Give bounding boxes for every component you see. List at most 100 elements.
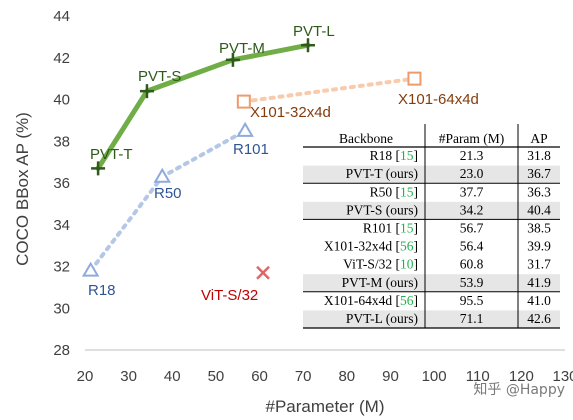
table-cell-params: 34.2: [460, 202, 484, 217]
table-cell-params: 56.4: [460, 239, 484, 254]
point-r50-label: R50: [154, 185, 182, 202]
table-cell-backbone: R50 [15]: [370, 184, 418, 199]
table-row-highlight: [303, 165, 560, 183]
series-pvt: PVT-T PVT-S PVT-M PVT-L: [90, 23, 335, 176]
point-r101-marker: [236, 121, 254, 137]
series-vit: ViT-S/32: [201, 265, 270, 304]
x-tick-label: 130: [552, 368, 573, 385]
y-tick-label: 36: [53, 175, 70, 192]
table-row: PVT-T (ours) 23.0 36.7: [303, 165, 560, 183]
table-row: ViT-S/32 [10] 60.8 31.7: [343, 257, 551, 272]
table-cell-ap: 38.5: [527, 221, 551, 236]
point-r101-label: R101: [233, 141, 269, 158]
table-row: R101 [15] 56.7 38.5: [363, 221, 551, 236]
point-x101-32x4d-label: X101-32x4d: [250, 104, 331, 121]
table-cell-ap: 42.6: [527, 311, 551, 326]
x-tick-label: 50: [208, 368, 225, 385]
table-cell-backbone: X101-64x4d [56]: [324, 293, 418, 308]
table-cell-backbone: R101 [15]: [363, 221, 418, 236]
series-line-pvt: [95, 42, 311, 171]
x-tick-label: 40: [164, 368, 181, 385]
x-tick-label: 100: [422, 368, 447, 385]
x-tick-label: 20: [77, 368, 94, 385]
point-vit-s-32-label: ViT-S/32: [201, 287, 258, 304]
y-tick-label: 38: [53, 133, 70, 150]
table-row-highlight: [303, 310, 560, 328]
table-cell-params: 21.3: [460, 148, 484, 163]
table-cell-params: 60.8: [460, 257, 484, 272]
y-tick-label: 32: [53, 259, 70, 276]
table-row: X101-32x4d [56] 56.4 39.9: [324, 239, 551, 254]
series-line-resnext: [241, 76, 417, 104]
table-header-params: #Param (M): [439, 131, 505, 146]
point-r50-marker: [153, 167, 171, 183]
point-r18-marker: [81, 261, 100, 277]
table-row-highlight: [303, 274, 560, 292]
table-cell-ap: 41.9: [527, 275, 551, 290]
watermark-text: 知乎 @Happy: [473, 381, 565, 398]
x-tick-label: 110: [466, 368, 490, 385]
table-cell-ap: 39.9: [527, 239, 551, 254]
table-cell-backbone: PVT-L (ours): [346, 311, 418, 326]
x-axis-title: #Parameter (M): [265, 397, 384, 416]
table-cell-ap: 41.0: [527, 293, 551, 308]
point-pvt-t-marker: [91, 161, 106, 176]
point-pvt-l-label: PVT-L: [293, 23, 335, 40]
table-cell-ap: 40.4: [527, 202, 551, 217]
table-cell-backbone: R18 [15]: [370, 148, 418, 163]
axes: 20 30 40 50 60 70 80 90 100 110 120 130 28 30 32 34 36 38…: [53, 8, 573, 385]
table-row: R18 [15] 21.3 31.8: [370, 148, 551, 163]
point-pvt-s-marker: [139, 84, 154, 99]
point-x101-32x4d-marker: [236, 94, 251, 109]
table-row: PVT-L (ours) 71.1 42.6: [303, 310, 560, 328]
table-row: R50 [15] 37.7 36.3: [370, 184, 551, 199]
x-tick-label: 70: [295, 368, 312, 385]
x-tick-label: 30: [120, 368, 137, 385]
y-tick-label: 30: [53, 300, 70, 317]
point-pvt-t-label: PVT-T: [90, 146, 133, 163]
point-r18-label: R18: [88, 282, 116, 299]
table-row: X101-64x4d [56] 95.5 41.0: [324, 293, 551, 308]
x-tick-label: 90: [382, 368, 399, 385]
table-header-backbone: Backbone: [339, 131, 393, 146]
table-cell-ap: 36.7: [527, 166, 551, 181]
table-cell-ap: 36.3: [527, 184, 551, 199]
table-row: PVT-M (ours) 53.9 41.9: [303, 274, 560, 292]
y-axis-title: COCO BBox AP (%): [13, 112, 32, 266]
table-background: [303, 124, 560, 330]
point-pvt-m-marker: [225, 52, 240, 67]
series-layer: PVT-T PVT-S PVT-M PVT-L R18 R50 R101 X101-32x4d…: [81, 23, 479, 304]
series-resnext: X101-32x4d X101-64x4d: [236, 71, 479, 121]
table-cell-params: 53.9: [460, 275, 484, 290]
y-tick-label: 44: [53, 8, 70, 25]
table-row-highlight: [303, 201, 560, 219]
y-tick-label: 34: [53, 217, 70, 234]
x-tick-label: 60: [251, 368, 268, 385]
x-tick-label: 120: [509, 368, 534, 385]
table-cell-ap: 31.8: [527, 148, 551, 163]
y-tick-label: 40: [53, 92, 70, 109]
table-cell-params: 71.1: [460, 311, 484, 326]
table-cell-params: 56.7: [460, 221, 484, 236]
point-x101-64x4d-marker: [407, 71, 422, 86]
y-tick-label: 28: [53, 342, 70, 359]
table-cell-params: 37.7: [460, 184, 484, 199]
point-pvt-s-label: PVT-S: [138, 68, 181, 85]
series-resnet: R18 R50 R101: [81, 121, 269, 299]
inset-table: Backbone #Param (M) AP R18 [15] 21.3 31.8 PVT-…: [303, 124, 560, 330]
table-header-ap: AP: [530, 131, 547, 146]
point-pvt-m-label: PVT-M: [219, 40, 265, 57]
table-row: PVT-S (ours) 34.2 40.4: [303, 201, 560, 219]
table-cell-params: 95.5: [460, 293, 484, 308]
table-cell-ap: 31.7: [527, 257, 551, 272]
table-cell-backbone: X101-32x4d [56]: [324, 239, 418, 254]
table-cell-backbone: ViT-S/32 [10]: [343, 257, 418, 272]
table-cell-backbone: PVT-S (ours): [346, 202, 418, 217]
x-tick-label: 80: [338, 368, 355, 385]
table-cell-params: 23.0: [460, 166, 484, 181]
point-vit-s-32-marker: [256, 265, 270, 280]
table-cell-backbone: PVT-M (ours): [342, 275, 418, 290]
y-tick-label: 42: [53, 50, 70, 67]
table-cell-backbone: PVT-T (ours): [346, 166, 418, 181]
